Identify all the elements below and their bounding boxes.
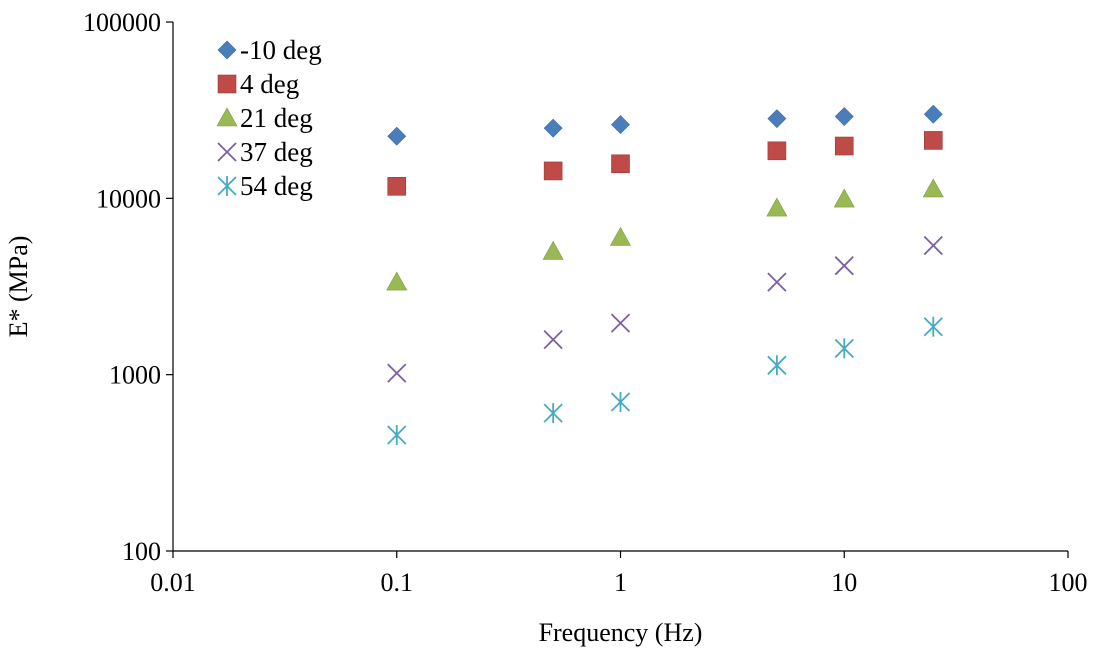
x-axis-title: Frequency (Hz) (539, 618, 703, 647)
x-axis: 0.01 0.1 1 10 100 (150, 551, 1088, 597)
x-tick-label: 0.1 (381, 568, 414, 597)
data-point (922, 178, 944, 198)
legend-item: 37 deg (217, 137, 313, 167)
y-tick-label: 10000 (96, 184, 161, 213)
data-point (610, 313, 631, 333)
series-2 (386, 178, 944, 291)
legend-label: 37 deg (240, 137, 313, 167)
series-0 (387, 104, 943, 146)
data-point (386, 271, 408, 291)
x-tick-label: 1 (614, 568, 627, 597)
data-point (833, 188, 855, 208)
data-point (766, 197, 788, 217)
data-point (610, 391, 631, 412)
data-point (834, 136, 854, 156)
legend-item: 54 deg (217, 171, 313, 201)
data-point (767, 355, 787, 376)
legend-item: 4 deg (217, 69, 299, 99)
data-point (543, 330, 563, 350)
legend-label: 54 deg (240, 171, 313, 201)
data-markers (386, 104, 944, 445)
legend-label: 4 deg (240, 69, 299, 99)
data-point (923, 316, 943, 337)
legend-marker (217, 176, 237, 196)
y-axis-title: E* (MPa) (4, 236, 33, 338)
x-tick-label: 100 (1049, 568, 1088, 597)
x-tick-label: 0.01 (150, 568, 196, 597)
data-point (609, 226, 632, 246)
plot-axes (172, 22, 1068, 552)
data-point (611, 154, 630, 174)
series-3 (387, 235, 943, 383)
data-point (923, 104, 943, 124)
y-tick-label: 100000 (83, 8, 161, 37)
y-tick-label: 100 (122, 537, 161, 566)
data-point (542, 240, 564, 260)
data-point (387, 424, 407, 445)
data-point (834, 256, 854, 276)
data-point (834, 107, 854, 126)
legend-marker (217, 40, 237, 60)
y-axis: 100 1000 10000 100000 (83, 8, 173, 566)
data-point (611, 115, 630, 134)
data-point (543, 403, 563, 424)
legend: -10 deg 4 deg 21 deg 37 deg 54 deg (216, 35, 322, 201)
data-point (387, 363, 407, 383)
data-point (767, 272, 787, 292)
legend-label: 21 deg (240, 103, 313, 133)
legend-label: -10 deg (240, 35, 322, 65)
data-point (387, 126, 407, 146)
data-point (543, 161, 563, 181)
data-point (543, 118, 563, 138)
legend-marker (216, 107, 238, 127)
legend-item: 21 deg (216, 103, 313, 133)
data-point (387, 177, 407, 196)
legend-item: -10 deg (217, 35, 322, 65)
legend-marker (217, 74, 237, 94)
data-point (767, 109, 787, 129)
legend-marker (217, 142, 237, 162)
series-4 (387, 316, 943, 445)
data-point (923, 235, 943, 256)
x-tick-label: 10 (831, 568, 857, 597)
data-point (834, 338, 854, 359)
series-1 (387, 131, 943, 196)
data-point (923, 131, 943, 150)
data-point (767, 141, 787, 161)
y-tick-label: 1000 (109, 361, 161, 390)
